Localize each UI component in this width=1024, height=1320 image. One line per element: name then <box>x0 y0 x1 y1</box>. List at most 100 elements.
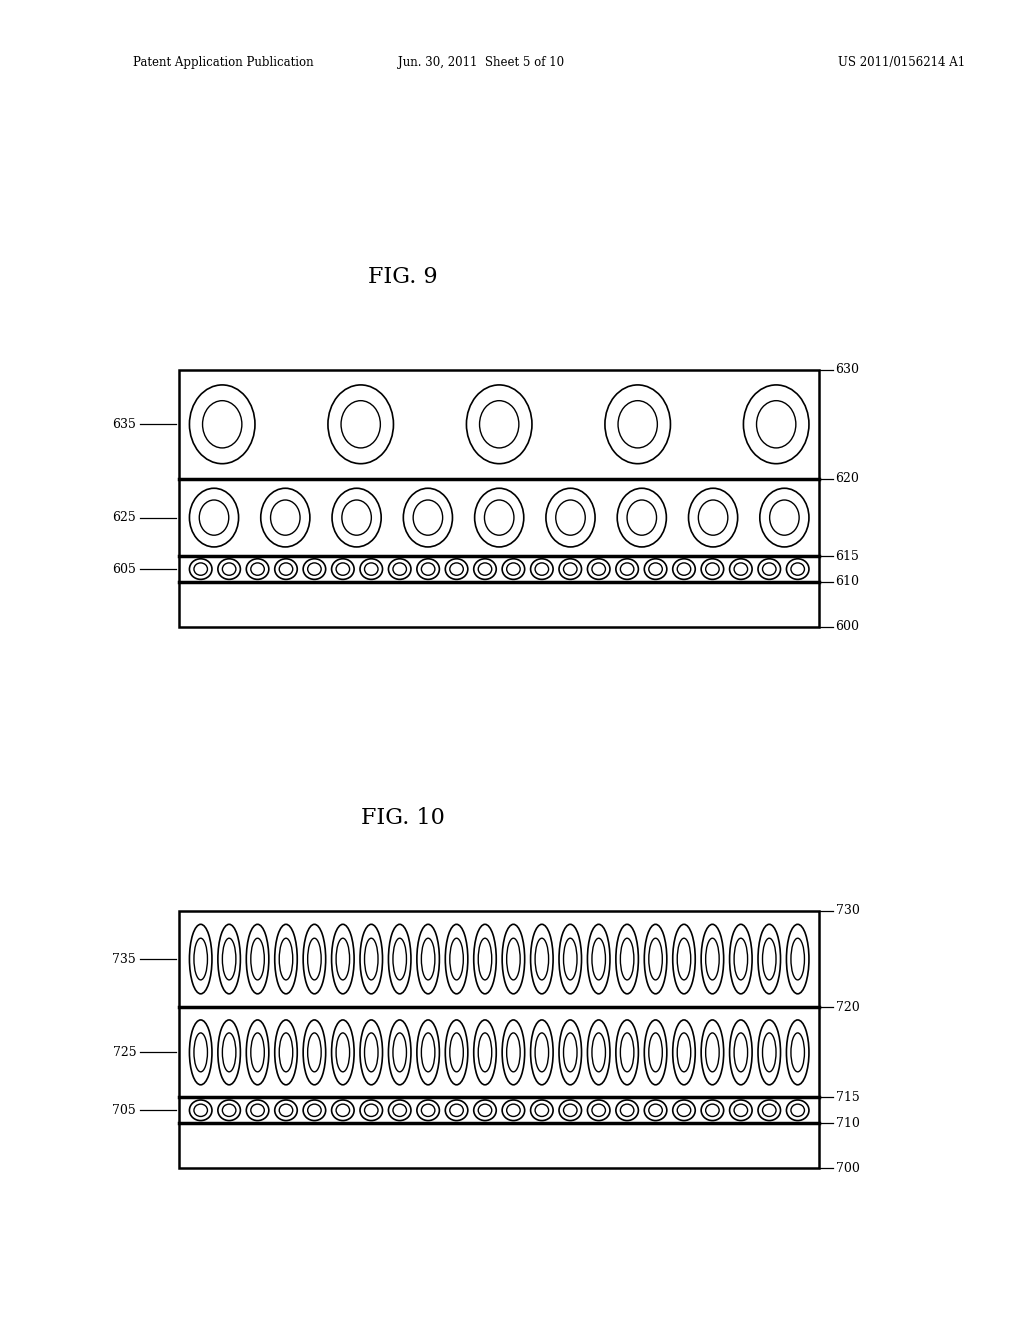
Ellipse shape <box>615 1100 638 1121</box>
Ellipse shape <box>388 1100 411 1121</box>
Ellipse shape <box>303 1020 326 1085</box>
Ellipse shape <box>403 488 453 546</box>
Ellipse shape <box>649 562 663 576</box>
Ellipse shape <box>274 1020 297 1085</box>
Text: Jun. 30, 2011  Sheet 5 of 10: Jun. 30, 2011 Sheet 5 of 10 <box>398 55 564 69</box>
Ellipse shape <box>734 1104 748 1117</box>
Ellipse shape <box>388 1020 411 1085</box>
Ellipse shape <box>536 1034 549 1072</box>
Text: 710: 710 <box>836 1117 859 1130</box>
Text: 620: 620 <box>836 473 859 486</box>
Ellipse shape <box>563 562 578 576</box>
Ellipse shape <box>450 1034 463 1072</box>
Text: 635: 635 <box>113 418 136 430</box>
Text: 630: 630 <box>836 363 859 376</box>
Ellipse shape <box>592 562 605 576</box>
Ellipse shape <box>588 924 610 994</box>
Ellipse shape <box>530 558 553 579</box>
Ellipse shape <box>644 558 667 579</box>
Text: US 2011/0156214 A1: US 2011/0156214 A1 <box>838 55 965 69</box>
Ellipse shape <box>251 562 264 576</box>
Ellipse shape <box>706 1104 719 1117</box>
Ellipse shape <box>445 1020 468 1085</box>
Text: 700: 700 <box>836 1162 859 1175</box>
Ellipse shape <box>478 1034 492 1072</box>
Ellipse shape <box>688 488 737 546</box>
Ellipse shape <box>478 1104 492 1117</box>
Ellipse shape <box>336 1034 349 1072</box>
Text: 625: 625 <box>113 511 136 524</box>
Ellipse shape <box>474 558 497 579</box>
Ellipse shape <box>786 1020 809 1085</box>
Ellipse shape <box>563 939 578 979</box>
Ellipse shape <box>621 939 634 979</box>
Ellipse shape <box>450 1104 463 1117</box>
Ellipse shape <box>698 500 728 535</box>
Ellipse shape <box>360 558 383 579</box>
Text: FIG. 9: FIG. 9 <box>369 267 438 288</box>
Ellipse shape <box>332 1100 354 1121</box>
Ellipse shape <box>222 1104 236 1117</box>
Ellipse shape <box>786 1100 809 1121</box>
Ellipse shape <box>360 1020 383 1085</box>
Ellipse shape <box>706 1034 719 1072</box>
Bar <box>179 370 819 627</box>
Ellipse shape <box>763 939 776 979</box>
Ellipse shape <box>332 488 381 546</box>
Ellipse shape <box>445 1100 468 1121</box>
Ellipse shape <box>393 1104 407 1117</box>
Ellipse shape <box>559 1100 582 1121</box>
Ellipse shape <box>673 1020 695 1085</box>
Ellipse shape <box>332 558 354 579</box>
Ellipse shape <box>474 924 497 994</box>
Ellipse shape <box>218 1100 241 1121</box>
Ellipse shape <box>484 500 514 535</box>
Ellipse shape <box>332 1020 354 1085</box>
Ellipse shape <box>365 939 378 979</box>
Ellipse shape <box>507 1104 520 1117</box>
Ellipse shape <box>644 1020 667 1085</box>
Ellipse shape <box>706 562 719 576</box>
Ellipse shape <box>274 558 297 579</box>
Ellipse shape <box>189 1100 212 1121</box>
Ellipse shape <box>303 924 326 994</box>
Ellipse shape <box>218 1020 241 1085</box>
Ellipse shape <box>189 1020 212 1085</box>
Ellipse shape <box>673 924 695 994</box>
Ellipse shape <box>507 1034 520 1072</box>
Ellipse shape <box>222 939 236 979</box>
Ellipse shape <box>417 1100 439 1121</box>
Ellipse shape <box>189 385 255 463</box>
Ellipse shape <box>706 939 719 979</box>
Ellipse shape <box>200 500 228 535</box>
Ellipse shape <box>677 939 691 979</box>
Ellipse shape <box>536 1104 549 1117</box>
Ellipse shape <box>734 1034 748 1072</box>
Text: 730: 730 <box>836 904 859 917</box>
Ellipse shape <box>247 924 269 994</box>
Ellipse shape <box>502 1020 524 1085</box>
Ellipse shape <box>189 558 212 579</box>
Ellipse shape <box>791 1034 805 1072</box>
Ellipse shape <box>592 939 605 979</box>
Ellipse shape <box>734 562 748 576</box>
Ellipse shape <box>673 1100 695 1121</box>
Ellipse shape <box>417 924 439 994</box>
Ellipse shape <box>701 558 724 579</box>
Ellipse shape <box>274 1100 297 1121</box>
Ellipse shape <box>588 1100 610 1121</box>
Ellipse shape <box>194 1034 208 1072</box>
Ellipse shape <box>729 924 752 994</box>
Ellipse shape <box>530 1100 553 1121</box>
Ellipse shape <box>341 401 380 447</box>
Ellipse shape <box>556 500 586 535</box>
Ellipse shape <box>627 500 656 535</box>
Ellipse shape <box>280 1034 293 1072</box>
Ellipse shape <box>474 1020 497 1085</box>
Ellipse shape <box>701 1100 724 1121</box>
Ellipse shape <box>507 939 520 979</box>
Ellipse shape <box>760 488 809 546</box>
Ellipse shape <box>251 1104 264 1117</box>
Ellipse shape <box>615 558 638 579</box>
Ellipse shape <box>479 401 519 447</box>
